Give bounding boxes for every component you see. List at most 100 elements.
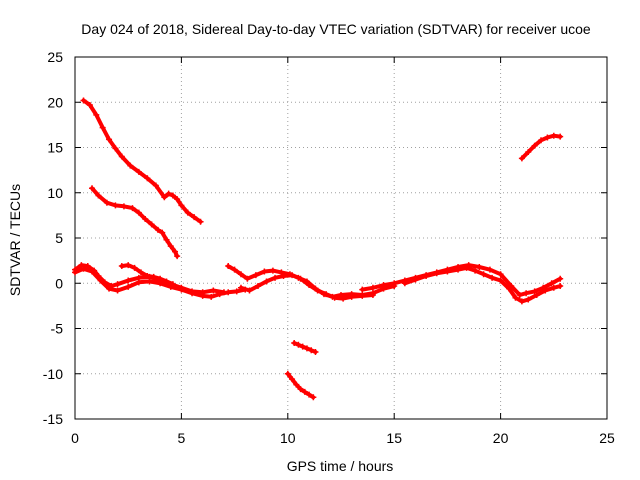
data-point xyxy=(293,381,300,388)
y-tick-label: 20 xyxy=(47,94,63,110)
series-arc-g xyxy=(401,264,564,305)
y-tick-label: -15 xyxy=(43,411,63,427)
data-point xyxy=(125,262,132,269)
data-point xyxy=(455,266,462,273)
data-point xyxy=(152,182,159,189)
y-tick-label: 25 xyxy=(47,49,63,65)
data-point xyxy=(95,192,102,199)
x-tick-label: 10 xyxy=(280,430,296,446)
data-point xyxy=(165,190,172,197)
data-point xyxy=(312,349,319,356)
data-point xyxy=(146,278,153,285)
data-point xyxy=(114,287,121,294)
data-point xyxy=(159,229,166,236)
data-point xyxy=(533,292,540,299)
data-point xyxy=(118,153,125,160)
data-point xyxy=(233,288,240,295)
axis-ticks: 0 5 10 15 20 25 -15 -10 -5 0 5 10 15 20 25 xyxy=(43,49,615,446)
data-point xyxy=(125,283,132,290)
data-point xyxy=(506,285,513,292)
data-point xyxy=(178,286,185,293)
data-point xyxy=(542,287,549,294)
data-point xyxy=(278,269,285,276)
data-point xyxy=(191,214,198,221)
data-point xyxy=(531,288,538,295)
data-point xyxy=(314,287,321,294)
data-point xyxy=(103,199,110,206)
data-point xyxy=(112,145,119,152)
data-point xyxy=(306,282,313,289)
series-trace xyxy=(239,273,375,301)
data-point xyxy=(299,343,306,350)
data-point xyxy=(518,298,525,305)
data-point xyxy=(557,275,564,282)
data-point xyxy=(84,263,91,270)
data-point xyxy=(391,280,398,287)
data-point xyxy=(544,134,551,141)
data-point xyxy=(497,271,504,278)
data-point xyxy=(86,101,93,108)
data-point xyxy=(380,282,387,289)
data-point xyxy=(463,264,470,271)
data-point xyxy=(301,388,308,395)
data-point xyxy=(246,287,253,294)
data-point xyxy=(163,278,170,285)
series-neg-arc-1 xyxy=(291,339,319,356)
data-point xyxy=(401,280,408,287)
data-point xyxy=(297,275,304,282)
data-point xyxy=(237,271,244,278)
data-point xyxy=(323,291,330,298)
grid-lines xyxy=(75,57,607,419)
series-upper-arc xyxy=(80,97,204,225)
data-point xyxy=(106,136,113,143)
y-tick-label: 15 xyxy=(47,140,63,156)
series-neg-arc-2 xyxy=(284,370,317,401)
data-point xyxy=(169,192,176,199)
data-point xyxy=(412,276,419,283)
data-point xyxy=(272,274,279,281)
x-tick-label: 0 xyxy=(71,430,79,446)
data-point xyxy=(161,194,168,201)
data-point xyxy=(369,292,376,299)
data-point xyxy=(154,226,161,233)
data-point xyxy=(231,266,238,273)
data-point xyxy=(525,149,532,156)
series-arc-c xyxy=(118,262,176,288)
y-tick-label: 5 xyxy=(55,230,63,246)
data-point xyxy=(303,345,310,352)
series-arc-f xyxy=(359,262,564,299)
y-tick-label: 10 xyxy=(47,185,63,201)
data-point xyxy=(306,391,313,398)
data-point xyxy=(142,215,149,222)
data-point xyxy=(433,270,440,277)
data-point xyxy=(72,269,78,276)
data-point xyxy=(131,264,138,271)
data-point xyxy=(423,273,430,280)
data-point xyxy=(297,386,304,393)
data-point xyxy=(163,236,170,243)
data-point xyxy=(538,137,545,144)
data-point xyxy=(135,209,142,216)
data-point xyxy=(189,290,196,297)
data-point xyxy=(359,286,366,293)
y-axis-label: SDTVAR / TECUs xyxy=(7,184,23,296)
data-point xyxy=(516,292,523,299)
data-point xyxy=(135,279,142,286)
data-point xyxy=(308,347,315,354)
series-late-arc xyxy=(518,132,564,162)
x-tick-label: 25 xyxy=(599,430,615,446)
data-point xyxy=(127,162,134,169)
data-point xyxy=(144,175,151,182)
data-point xyxy=(531,142,538,149)
data-point xyxy=(480,271,487,278)
series-arc-b xyxy=(72,265,249,300)
data-point xyxy=(340,295,347,302)
data-point xyxy=(331,294,338,301)
data-point xyxy=(237,284,244,291)
x-tick-label: 20 xyxy=(493,430,509,446)
data-point xyxy=(557,133,564,140)
data-point xyxy=(80,265,87,272)
data-point xyxy=(208,293,215,300)
data-point xyxy=(310,394,317,401)
data-point xyxy=(129,205,136,212)
